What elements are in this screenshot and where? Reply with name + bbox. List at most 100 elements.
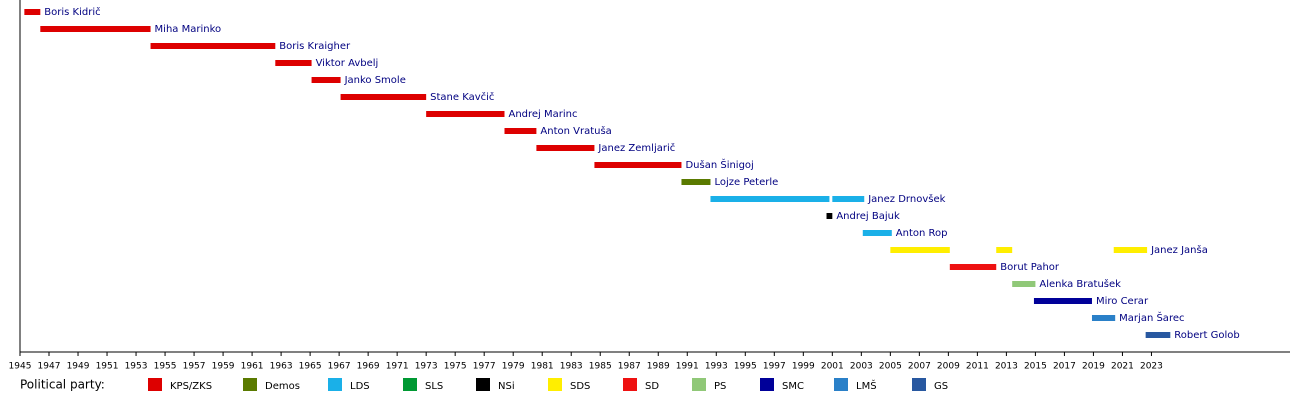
term-bar — [340, 94, 427, 100]
legend-swatch — [760, 378, 774, 391]
x-tick-label: 2017 — [1053, 362, 1076, 372]
term-bar — [1145, 332, 1171, 338]
term-bar — [996, 247, 1013, 253]
x-tick-label: 1959 — [212, 362, 235, 372]
row-label: Stane Kavčič — [430, 91, 494, 103]
legend-swatch — [912, 378, 926, 391]
x-tick-label: 1965 — [299, 362, 322, 372]
legend-label: SD — [645, 381, 659, 392]
term-bar — [681, 179, 711, 185]
legend-title: Political party: — [20, 378, 105, 392]
term-bar — [1033, 298, 1092, 304]
x-tick-label: 1949 — [67, 362, 90, 372]
row-label: Janko Smole — [344, 75, 406, 86]
legend-label: SDS — [570, 381, 590, 392]
legend-label: GS — [934, 381, 948, 392]
x-tick-label: 2001 — [821, 362, 844, 372]
row-label: Miro Cerar — [1096, 296, 1149, 307]
row-label: Boris Kidrič — [44, 6, 100, 18]
legend-swatch — [148, 378, 162, 391]
x-tick-label: 2003 — [850, 362, 873, 372]
x-tick-label: 1957 — [183, 362, 206, 372]
term-bar — [862, 230, 892, 236]
x-tick-label: 1999 — [792, 362, 815, 372]
legend-swatch — [692, 378, 706, 391]
term-bar — [504, 128, 537, 134]
row-label: Miha Marinko — [155, 24, 222, 35]
row-label: Janez Janša — [1150, 244, 1208, 256]
legend-label: NSi — [498, 381, 515, 392]
x-tick-label: 1955 — [154, 362, 177, 372]
term-bar — [1091, 315, 1116, 321]
x-tick-label: 2005 — [879, 362, 902, 372]
legend-swatch — [403, 378, 417, 391]
legend-swatch — [328, 378, 342, 391]
term-bar — [275, 60, 312, 66]
row-label: Borut Pahor — [1000, 262, 1060, 273]
legend-swatch — [243, 378, 257, 391]
x-tick-label: 1951 — [96, 362, 119, 372]
term-bar — [949, 264, 997, 270]
row-label: Robert Golob — [1174, 330, 1239, 341]
term-bar — [150, 43, 276, 49]
legend-label: LDS — [350, 381, 370, 392]
x-tick-label: 2023 — [1140, 362, 1163, 372]
x-tick-label: 1947 — [38, 362, 61, 372]
row-label: Anton Rop — [896, 228, 948, 239]
x-tick-label: 2007 — [908, 362, 931, 372]
row-label: Dušan Šinigoj — [685, 158, 753, 171]
term-bar — [890, 247, 950, 253]
x-tick-label: 1981 — [531, 362, 554, 372]
term-bar — [536, 145, 595, 151]
x-tick-label: 1969 — [357, 362, 380, 372]
term-bar — [832, 196, 865, 202]
legend-label: Demos — [265, 381, 300, 392]
legend-label: LMŠ — [856, 379, 877, 392]
x-tick-label: 2013 — [995, 362, 1018, 372]
x-tick-label: 2021 — [1111, 362, 1134, 372]
x-tick-label: 2019 — [1082, 362, 1105, 372]
term-bar — [1012, 281, 1036, 287]
legend-swatch — [476, 378, 490, 391]
term-bar — [710, 196, 830, 202]
term-bar — [40, 26, 151, 32]
row-label: Janez Zemljarič — [597, 142, 675, 154]
x-tick-label: 1971 — [386, 362, 409, 372]
x-tick-label: 1977 — [473, 362, 496, 372]
x-tick-label: 1987 — [618, 362, 641, 372]
row-label: Anton Vratuša — [540, 125, 611, 137]
legend-swatch — [548, 378, 562, 391]
row-label: Andrej Marinc — [508, 109, 577, 120]
legend-swatch — [834, 378, 848, 391]
term-bar — [1113, 247, 1148, 253]
term-bar — [826, 213, 833, 219]
legend-label: SMC — [782, 381, 804, 392]
term-bar — [426, 111, 505, 117]
x-tick-label: 1963 — [270, 362, 293, 372]
x-tick-label: 1985 — [589, 362, 612, 372]
term-bar — [594, 162, 682, 168]
row-label: Andrej Bajuk — [836, 211, 900, 222]
row-label: Boris Kraigher — [279, 41, 351, 52]
x-tick-label: 1995 — [734, 362, 757, 372]
row-label: Viktor Avbelj — [316, 58, 379, 69]
legend-label: KPS/ZKS — [170, 381, 212, 392]
x-tick-label: 1953 — [125, 362, 148, 372]
x-tick-label: 1997 — [763, 362, 786, 372]
x-tick-label: 2015 — [1024, 362, 1047, 372]
x-tick-label: 1991 — [676, 362, 699, 372]
row-label: Janez Drnovšek — [867, 193, 945, 205]
x-tick-label: 1973 — [415, 362, 438, 372]
x-tick-label: 1979 — [502, 362, 525, 372]
x-tick-label: 2009 — [937, 362, 960, 372]
x-tick-label: 1975 — [444, 362, 467, 372]
legend-label: PS — [714, 381, 726, 392]
term-bar — [311, 77, 341, 83]
x-tick-label: 2011 — [966, 362, 989, 372]
x-tick-label: 1993 — [705, 362, 728, 372]
term-bar — [24, 9, 41, 15]
x-tick-label: 1967 — [328, 362, 351, 372]
row-label: Alenka Bratušek — [1039, 278, 1121, 290]
